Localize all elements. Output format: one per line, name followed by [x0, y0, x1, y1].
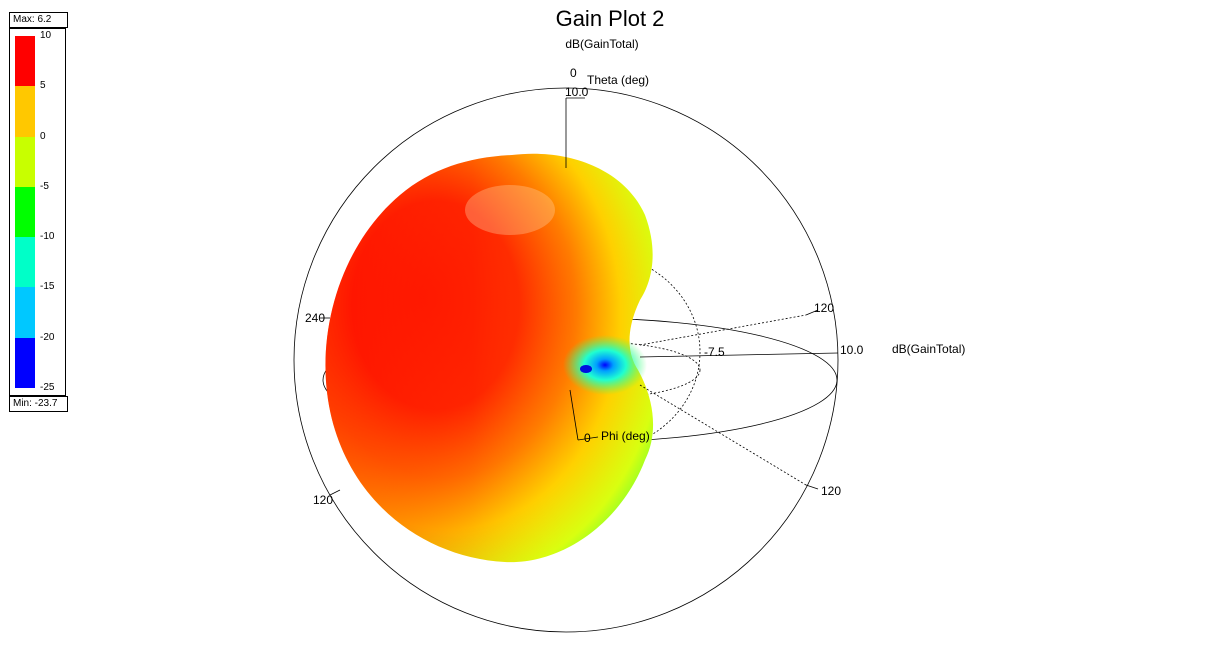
angle-label-240: 240	[305, 311, 325, 325]
radial-label-inner: -7.5	[704, 345, 725, 359]
legend-color-bar	[15, 36, 35, 389]
color-legend: 10 5 0 -5 -10 -15 -20 -25	[9, 28, 66, 396]
radial-label-right: 10.0	[840, 343, 864, 357]
radial-label-top: 10.0	[565, 85, 589, 99]
plot-subtitle: dB(GainTotal)	[565, 37, 639, 51]
legend-tick-label: -15	[40, 281, 55, 293]
plot-title: Gain Plot 2	[555, 6, 665, 31]
legend-tick-label: -5	[40, 180, 49, 192]
quantity-axis-label: dB(GainTotal)	[892, 342, 965, 356]
legend-band	[15, 36, 35, 87]
theta-tick-label: 0	[570, 66, 577, 80]
lobe-highlight	[465, 185, 555, 235]
radiation-lobe	[325, 153, 654, 563]
legend-max-label: Max: 6.2	[9, 12, 68, 28]
legend-band	[15, 186, 35, 238]
legend-band	[15, 337, 35, 389]
legend-band	[15, 86, 35, 138]
legend-band	[15, 237, 35, 288]
angle-label-120-upper-right: 120	[814, 301, 834, 315]
legend-tick-label: -10	[40, 231, 55, 243]
legend-band	[15, 287, 35, 339]
legend-tick-label: 10	[40, 30, 52, 41]
outer-sphere-circle	[293, 87, 839, 633]
legend-tick-label: -20	[40, 331, 55, 343]
legend-tick-label: 0	[40, 130, 46, 142]
phi-axis-label: Phi (deg)	[601, 429, 650, 443]
radial-axis-line	[639, 352, 839, 358]
phi-axis-line	[569, 389, 579, 441]
legend-tick-label: -25	[40, 382, 55, 393]
angle-label-120-lower-left: 120	[313, 493, 333, 507]
phi-tick-label: 0	[584, 431, 591, 445]
lobe-notch	[563, 335, 647, 395]
legend-band	[15, 136, 35, 188]
theta-axis-label: Theta (deg)	[587, 73, 649, 87]
legend-tick-label: 5	[40, 80, 46, 92]
legend-min-label: Min: -23.7	[9, 396, 68, 412]
angle-label-120-lower-right: 120	[821, 484, 841, 498]
